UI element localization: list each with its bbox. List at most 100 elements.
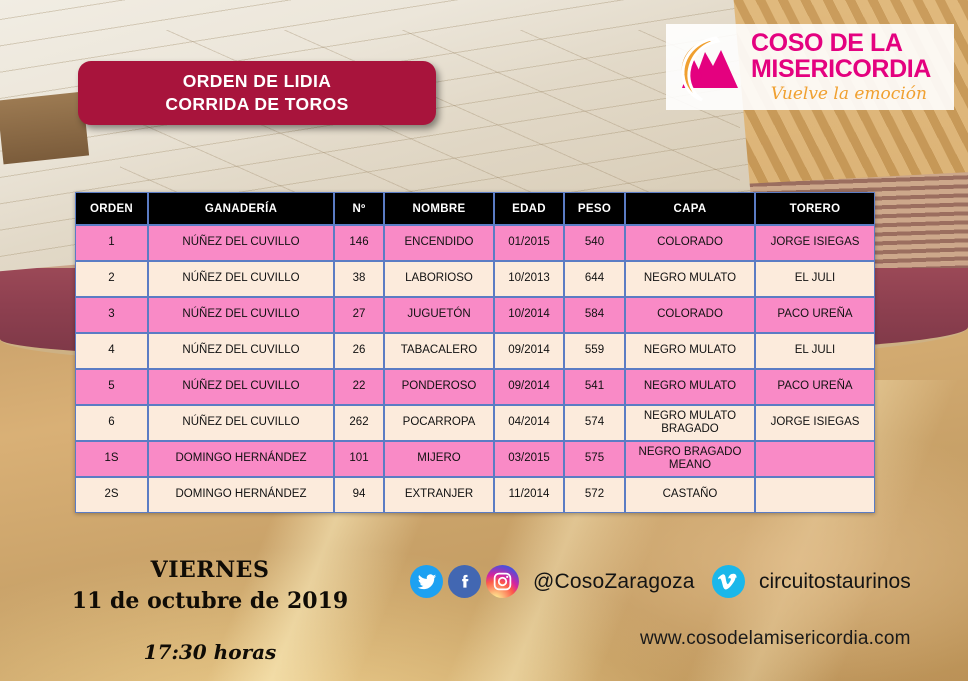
cell-ganaderia: DOMINGO HERNÁNDEZ xyxy=(148,477,334,513)
cell-numero: 22 xyxy=(334,369,384,405)
cell-nombre: POCARROPA xyxy=(384,405,494,441)
table-row: 3 NÚÑEZ DEL CUVILLO 27 JUGUETÓN 10/2014 584 CO… xyxy=(75,297,875,333)
vimeo-handle: circuitostaurinos xyxy=(759,569,911,593)
instagram-camera-glyph xyxy=(493,572,512,591)
cell-torero: EL JULI xyxy=(755,261,875,297)
wooden-beam xyxy=(0,91,90,165)
event-day-of-week: VIERNES xyxy=(150,557,270,583)
table-row: 1S DOMINGO HERNÁNDEZ 101 MIJERO 03/2015 575 NE… xyxy=(75,441,875,477)
cell-peso: 644 xyxy=(564,261,625,297)
column-header-capa: CAPA xyxy=(625,192,755,225)
cell-torero: EL JULI xyxy=(755,333,875,369)
social-media-row: @CosoZaragoza xyxy=(410,565,695,598)
vimeo-icon[interactable] xyxy=(712,565,745,598)
table-body: 1 NÚÑEZ DEL CUVILLO 146 ENCENDIDO 01/2015 540… xyxy=(75,225,875,513)
table-row: 4 NÚÑEZ DEL CUVILLO 26 TABACALERO 09/2014 559… xyxy=(75,333,875,369)
cell-peso: 541 xyxy=(564,369,625,405)
event-date-block: VIERNES 11 de octubre de 2019 17:30 hora… xyxy=(60,557,360,664)
cell-torero xyxy=(755,477,875,513)
cell-edad: 04/2014 xyxy=(494,405,564,441)
cell-orden: 2S xyxy=(75,477,148,513)
column-header-edad: EDAD xyxy=(494,192,564,225)
cell-capa: NEGRO BRAGADO MEANO xyxy=(625,441,755,477)
brand-logo: COSO DE LA MISERICORDIA Vuelve la emoció… xyxy=(666,24,954,110)
cell-nombre: EXTRANJER xyxy=(384,477,494,513)
cell-torero: JORGE ISIEGAS xyxy=(755,405,875,441)
cell-edad: 10/2013 xyxy=(494,261,564,297)
logo-line-2: MISERICORDIA xyxy=(751,55,931,83)
column-header-torero: TORERO xyxy=(755,192,875,225)
cell-numero: 27 xyxy=(334,297,384,333)
cell-capa: COLORADO xyxy=(625,225,755,261)
table-row: 5 NÚÑEZ DEL CUVILLO 22 PONDEROSO 09/2014 541 N… xyxy=(75,369,875,405)
table-header-row: ORDEN GANADERÍA Nº NOMBRE EDAD PESO CAPA… xyxy=(75,192,875,225)
cell-edad: 09/2014 xyxy=(494,369,564,405)
logo-line-1: COSO DE LA xyxy=(751,29,903,57)
cell-numero: 262 xyxy=(334,405,384,441)
column-header-nombre: NOMBRE xyxy=(384,192,494,225)
cell-peso: 575 xyxy=(564,441,625,477)
cell-capa: NEGRO MULATO BRAGADO xyxy=(625,405,755,441)
cell-capa: NEGRO MULATO xyxy=(625,333,755,369)
cell-edad: 09/2014 xyxy=(494,333,564,369)
logo-tagline: Vuelve la emoción xyxy=(770,84,927,104)
cell-orden: 5 xyxy=(75,369,148,405)
cell-edad: 11/2014 xyxy=(494,477,564,513)
column-header-orden: ORDEN xyxy=(75,192,148,225)
cell-nombre: TABACALERO xyxy=(384,333,494,369)
column-header-numero: Nº xyxy=(334,192,384,225)
coso-bull-mountain-icon xyxy=(681,36,738,102)
twitter-icon[interactable] xyxy=(410,565,443,598)
cell-capa: NEGRO MULATO xyxy=(625,261,755,297)
cell-edad: 01/2015 xyxy=(494,225,564,261)
cell-peso: 584 xyxy=(564,297,625,333)
event-time: 17:30 horas xyxy=(143,640,277,664)
cell-numero: 94 xyxy=(334,477,384,513)
cell-orden: 3 xyxy=(75,297,148,333)
vimeo-row: circuitostaurinos xyxy=(712,565,911,598)
facebook-f-glyph xyxy=(461,574,468,588)
cell-torero: PACO UREÑA xyxy=(755,297,875,333)
cell-numero: 26 xyxy=(334,333,384,369)
cell-numero: 146 xyxy=(334,225,384,261)
cell-orden: 1S xyxy=(75,441,148,477)
table-row: 6 NÚÑEZ DEL CUVILLO 262 POCARROPA 04/2014 574… xyxy=(75,405,875,441)
cell-peso: 540 xyxy=(564,225,625,261)
cell-peso: 574 xyxy=(564,405,625,441)
cell-edad: 10/2014 xyxy=(494,297,564,333)
cell-ganaderia: DOMINGO HERNÁNDEZ xyxy=(148,441,334,477)
instagram-icon[interactable] xyxy=(486,565,519,598)
cell-capa: CASTAÑO xyxy=(625,477,755,513)
cell-torero: PACO UREÑA xyxy=(755,369,875,405)
cell-edad: 03/2015 xyxy=(494,441,564,477)
title-banner: ORDEN DE LIDIA CORRIDA DE TOROS xyxy=(78,61,436,125)
cell-nombre: ENCENDIDO xyxy=(384,225,494,261)
cell-ganaderia: NÚÑEZ DEL CUVILLO xyxy=(148,369,334,405)
cell-ganaderia: NÚÑEZ DEL CUVILLO xyxy=(148,261,334,297)
title-line-2: CORRIDA DE TOROS xyxy=(165,94,349,114)
cell-ganaderia: NÚÑEZ DEL CUVILLO xyxy=(148,297,334,333)
website-url[interactable]: www.cosodelamisericordia.com xyxy=(640,628,911,649)
cell-orden: 2 xyxy=(75,261,148,297)
cell-capa: COLORADO xyxy=(625,297,755,333)
cell-nombre: MIJERO xyxy=(384,441,494,477)
cell-ganaderia: NÚÑEZ DEL CUVILLO xyxy=(148,405,334,441)
cell-nombre: PONDEROSO xyxy=(384,369,494,405)
twitter-bird-glyph xyxy=(417,573,436,589)
table-row: 2 NÚÑEZ DEL CUVILLO 38 LABORIOSO 10/2013 644 N… xyxy=(75,261,875,297)
facebook-icon[interactable] xyxy=(448,565,481,598)
cell-orden: 4 xyxy=(75,333,148,369)
table-row: 1 NÚÑEZ DEL CUVILLO 146 ENCENDIDO 01/2015 540… xyxy=(75,225,875,261)
event-date: 11 de octubre de 2019 xyxy=(71,588,349,614)
cell-numero: 101 xyxy=(334,441,384,477)
cell-ganaderia: NÚÑEZ DEL CUVILLO xyxy=(148,333,334,369)
title-line-1: ORDEN DE LIDIA xyxy=(182,70,332,91)
social-handle: @CosoZaragoza xyxy=(533,569,695,593)
column-header-peso: PESO xyxy=(564,192,625,225)
column-header-ganaderia: GANADERÍA xyxy=(148,192,334,225)
cell-peso: 572 xyxy=(564,477,625,513)
table-row: 2S DOMINGO HERNÁNDEZ 94 EXTRANJER 11/2014 572… xyxy=(75,477,875,513)
cell-ganaderia: NÚÑEZ DEL CUVILLO xyxy=(148,225,334,261)
cell-peso: 559 xyxy=(564,333,625,369)
